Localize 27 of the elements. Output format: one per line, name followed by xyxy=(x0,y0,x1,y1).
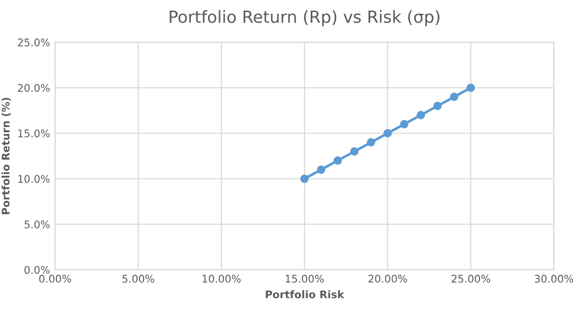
x-tick-label: 20.00% xyxy=(368,274,407,283)
point xyxy=(350,147,359,156)
point xyxy=(450,92,458,102)
point xyxy=(416,110,426,120)
x-tick-label: 15.00% xyxy=(286,274,324,283)
point xyxy=(400,120,408,128)
x-tick-label: 0.00% xyxy=(39,274,72,283)
point xyxy=(383,129,392,138)
point xyxy=(366,138,376,147)
x-tick-label: 10.00% xyxy=(202,274,241,283)
x-tick-label: 5.00% xyxy=(122,274,154,283)
point xyxy=(334,156,342,165)
x-tick-label: 25.00% xyxy=(452,274,490,283)
y-tick-label: 5.0% xyxy=(24,220,50,228)
x-tick-label: 30.00% xyxy=(534,274,574,283)
y-axis-title: Portfolio Return (%) xyxy=(2,98,11,214)
y-tick-label: 25.0% xyxy=(18,38,50,46)
y-tick-label: 15.0% xyxy=(18,129,50,138)
x-axis-title: Portfolio Risk xyxy=(266,290,344,298)
chart-title: Portfolio Return (Rp) vs Risk (σp) xyxy=(170,10,440,26)
y-tick-label: 10.0% xyxy=(18,174,50,183)
point xyxy=(433,102,442,110)
point xyxy=(466,84,475,92)
y-tick-label: 0.0% xyxy=(24,266,50,274)
y-tick-label: 20.0% xyxy=(18,84,50,92)
point xyxy=(316,165,326,174)
point xyxy=(300,174,309,183)
